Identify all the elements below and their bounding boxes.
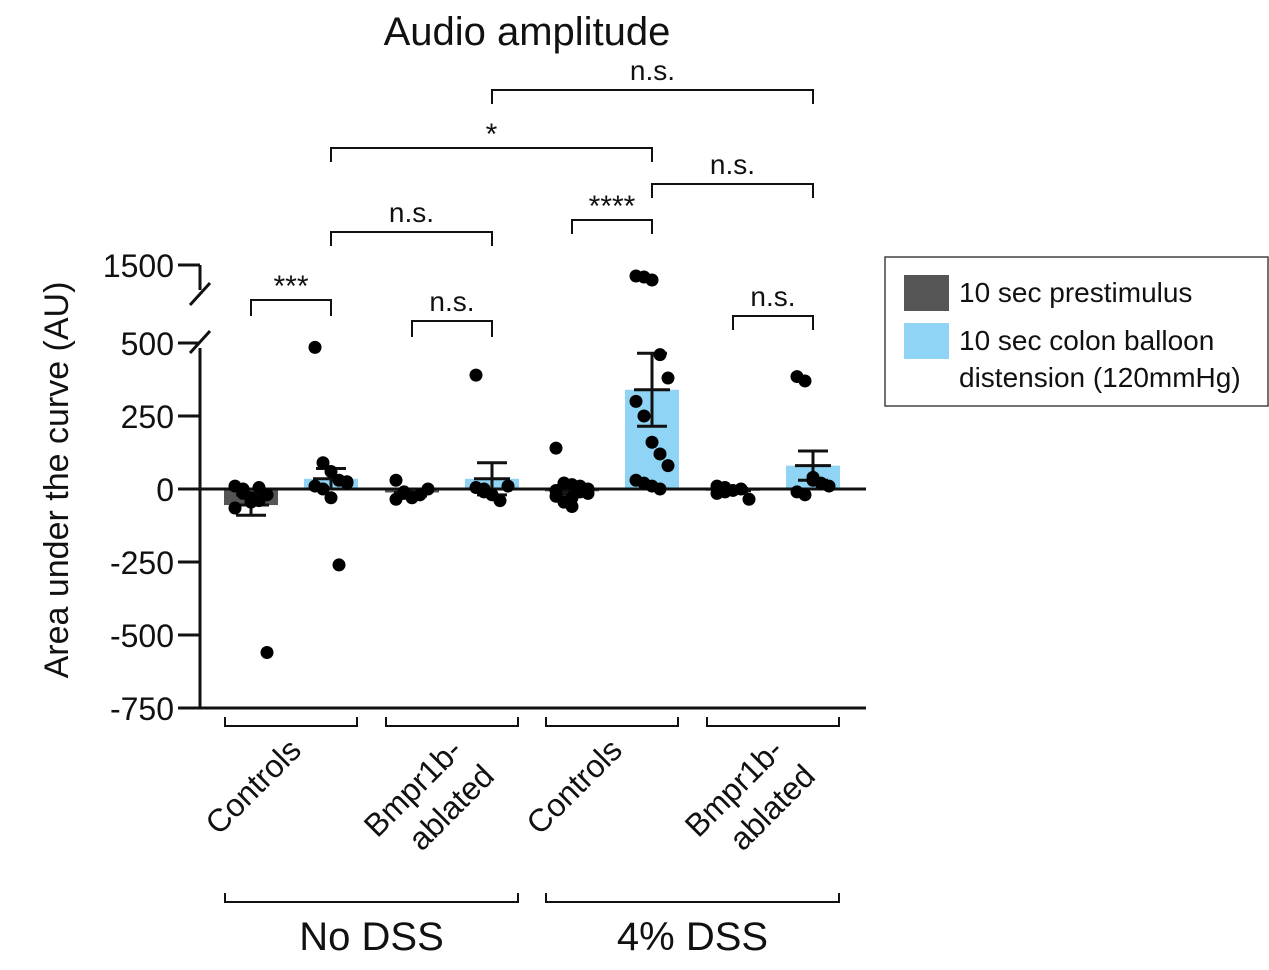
data-point-distension [316, 482, 330, 496]
y-tick-label: 500 [121, 326, 174, 362]
data-point-prestimulus [389, 473, 403, 487]
data-point-distension [493, 494, 507, 508]
significance-bracket [491, 89, 814, 104]
y-tick-label: 250 [121, 399, 174, 435]
significance-bracket [411, 320, 493, 337]
significance-label: **** [589, 190, 636, 223]
data-point-prestimulus [397, 486, 411, 500]
category-label: Controls [519, 731, 629, 841]
data-point-distension [661, 459, 675, 473]
data-point-prestimulus [236, 482, 250, 496]
data-point-prestimulus [244, 491, 258, 505]
data-point-distension [798, 488, 812, 502]
data-point-distension [798, 374, 812, 388]
category-bracket [706, 717, 840, 727]
significance-label: n.s. [710, 149, 755, 180]
y-tick-label: -750 [110, 691, 174, 727]
category-bracket [545, 717, 679, 727]
axis-break-mark [188, 281, 212, 307]
category-bracket [385, 717, 519, 727]
legend-label: 10 sec colon balloon [959, 325, 1214, 356]
group-bracket [545, 893, 840, 903]
significance-bracket [651, 183, 814, 198]
data-point-distension [308, 340, 322, 354]
data-point-distension [324, 464, 338, 478]
data-point-prestimulus [421, 482, 435, 496]
significance-bracket [571, 219, 653, 234]
data-point-distension [316, 456, 330, 470]
category-bracket [224, 717, 358, 727]
data-point-distension [661, 371, 675, 385]
group-label: No DSS [299, 915, 444, 959]
data-point-prestimulus [581, 486, 595, 500]
data-point-prestimulus [557, 476, 571, 490]
y-tick-label: -250 [110, 545, 174, 581]
significance-bracket [732, 315, 814, 330]
legend-swatch [904, 275, 949, 311]
data-point-distension [340, 475, 354, 489]
legend-label: 10 sec prestimulus [959, 277, 1192, 308]
significance-label: * [486, 118, 498, 151]
data-point-distension [653, 348, 667, 362]
data-point-distension [806, 470, 820, 484]
data-point-prestimulus [718, 481, 732, 495]
data-point-prestimulus [252, 481, 266, 495]
data-point-prestimulus [549, 441, 563, 455]
data-point-distension [822, 479, 836, 493]
y-tick-label: 1500 [103, 248, 174, 284]
group-bracket [224, 893, 519, 903]
group-label: 4% DSS [617, 915, 768, 959]
significance-bracket [330, 147, 653, 162]
data-point-distension [332, 558, 346, 572]
data-point-prestimulus [260, 646, 274, 660]
chart-marks: -750 -500 -250 0 250 500 1500 *** n.s. n.s. **** n.… [103, 55, 1269, 959]
data-point-distension [653, 447, 667, 461]
significance-label: n.s. [429, 286, 474, 317]
data-point-distension [477, 485, 491, 499]
data-point-prestimulus [734, 482, 748, 496]
significance-bracket [250, 299, 332, 316]
legend-swatch [904, 323, 949, 359]
data-point-distension [637, 409, 651, 423]
y-axis-label: Area under the curve (AU) [38, 282, 76, 679]
data-point-distension [324, 491, 338, 505]
significance-label: *** [273, 270, 308, 303]
data-point-distension [645, 435, 659, 449]
y-tick-label: -500 [110, 618, 174, 654]
chart-title: Audio amplitude [384, 10, 671, 54]
data-point-prestimulus [228, 501, 242, 515]
significance-bracket [330, 231, 493, 246]
significance-label: n.s. [630, 55, 675, 86]
data-point-distension [501, 479, 515, 493]
y-tick-label: 0 [156, 472, 174, 508]
category-label: Controls [198, 731, 308, 841]
data-point-distension [645, 273, 659, 287]
data-point-prestimulus [742, 492, 756, 506]
data-point-distension [469, 368, 483, 382]
significance-label: n.s. [389, 197, 434, 228]
data-point-prestimulus [565, 491, 579, 505]
legend-label: distension (120mmHg) [959, 362, 1241, 393]
data-point-distension [629, 394, 643, 408]
significance-label: n.s. [750, 281, 795, 312]
data-point-distension [653, 482, 667, 496]
